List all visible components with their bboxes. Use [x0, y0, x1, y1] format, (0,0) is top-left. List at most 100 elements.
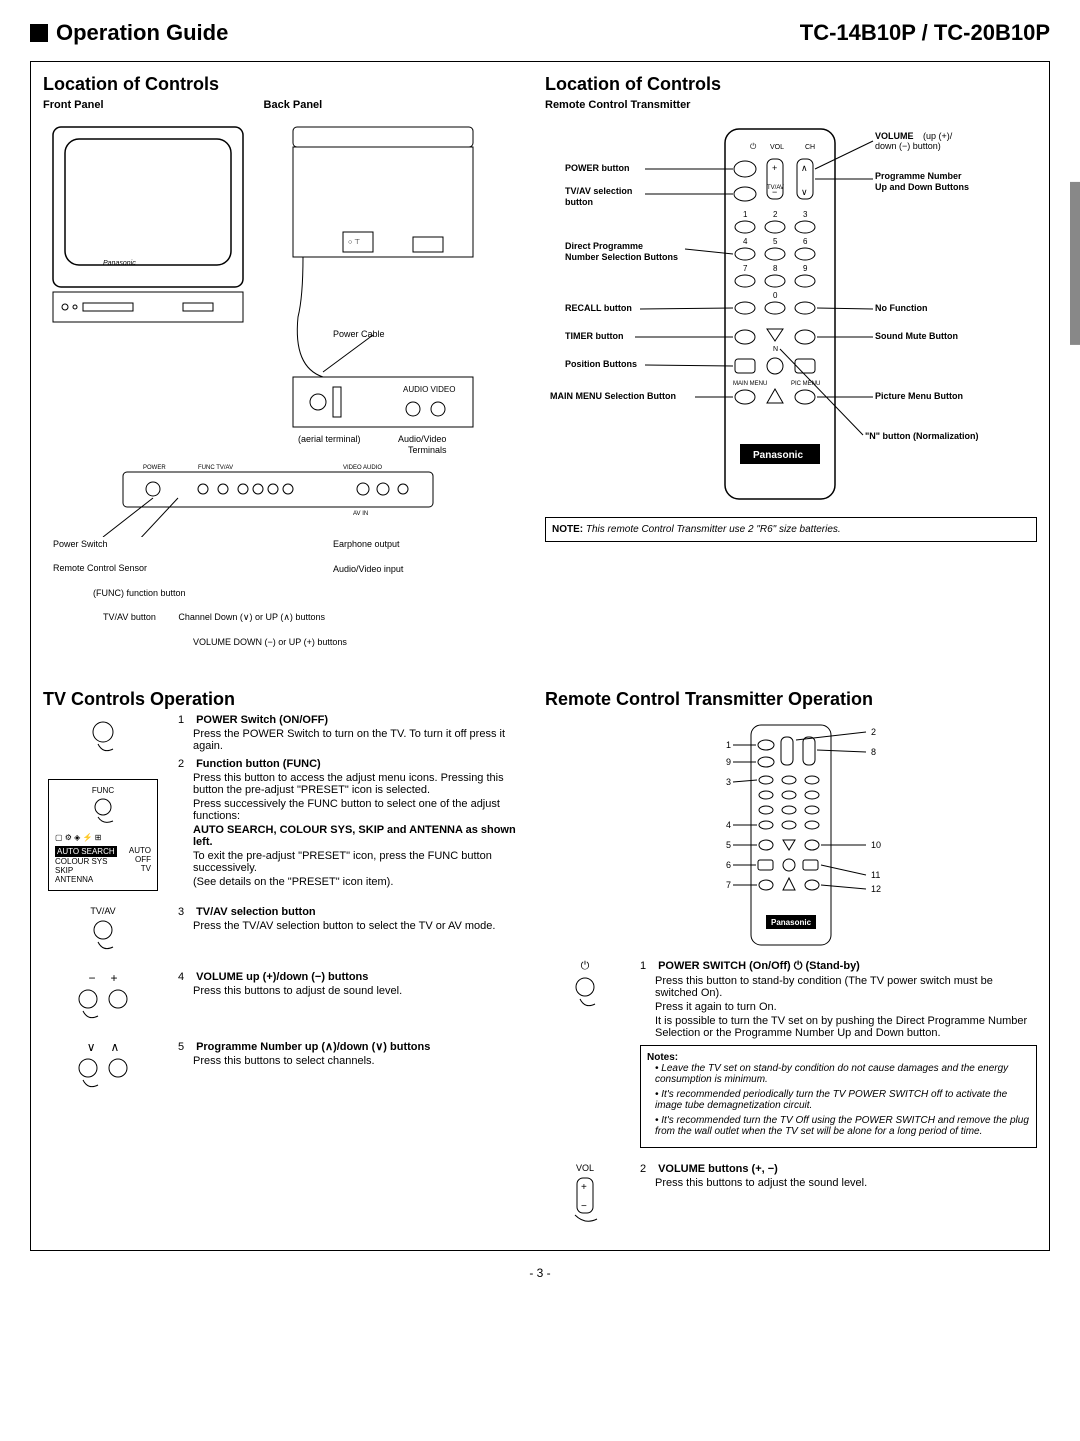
- volume-icon: −+: [43, 971, 163, 1025]
- svg-text:Position Buttons: Position Buttons: [565, 359, 637, 369]
- svg-text:button: button: [565, 197, 593, 207]
- item-body: Press this buttons to select channels.: [178, 1055, 535, 1067]
- svg-text:VOLUME: VOLUME: [875, 131, 914, 141]
- svg-text:No Function: No Function: [875, 303, 928, 313]
- tvav-icon: TV/AV: [43, 906, 163, 956]
- language-tab: ENGLISH: [1070, 182, 1080, 345]
- item-num: 1: [178, 714, 193, 726]
- item-body: Press successively the FUNC button to se…: [178, 798, 535, 822]
- remote-op-section: Remote Control Transmitter Operation: [545, 689, 1037, 1238]
- channel-buttons-label: Channel Down (∨) or UP (∧) buttons: [178, 612, 325, 622]
- svg-text:∧: ∧: [801, 163, 808, 173]
- svg-text:8: 8: [773, 264, 778, 273]
- item-body: To exit the pre-adjust "PRESET" icon, pr…: [178, 850, 535, 874]
- svg-text:4: 4: [743, 237, 748, 246]
- power-icon: FUNC ▢ ⚙ ◈ ⚡ ⊞ AUTO SEARCHCOLOUR SYSSKIP…: [43, 714, 163, 891]
- svg-text:TV/AV selection: TV/AV selection: [565, 186, 632, 196]
- page-title: Operation Guide: [30, 20, 228, 46]
- svg-text:10: 10: [871, 840, 881, 850]
- power-standby-icon: ⏻: [545, 960, 625, 1148]
- svg-text:Picture Menu Button: Picture Menu Button: [875, 391, 963, 401]
- svg-text:POWER button: POWER button: [565, 163, 630, 173]
- item-num: 1: [640, 960, 655, 972]
- location-controls-remote: Location of Controls Remote Control Tran…: [545, 74, 1037, 649]
- power-switch-label: Power Switch: [53, 537, 535, 551]
- remote-note: NOTE: This remote Control Transmitter us…: [545, 517, 1037, 542]
- svg-text:12: 12: [871, 884, 881, 894]
- svg-text:∨: ∨: [801, 187, 808, 197]
- item-body: Press this buttons to adjust de sound le…: [178, 985, 535, 997]
- item-body: Press this button to access the adjust m…: [178, 772, 535, 796]
- svg-text:(up (+)/: (up (+)/: [923, 131, 953, 141]
- svg-text:(aerial terminal): (aerial terminal): [298, 434, 361, 444]
- note-item: • Leave the TV set on stand-by condition…: [655, 1063, 1030, 1085]
- svg-text:11: 11: [871, 870, 880, 880]
- item-heading: Programme Number up (∧)/down (∨) buttons: [196, 1041, 430, 1053]
- svg-text:TV/AV: TV/AV: [767, 185, 784, 191]
- svg-text:+: +: [772, 163, 777, 173]
- item-body: (See details on the "PRESET" icon item).: [178, 876, 535, 888]
- tv-controls-title: TV Controls Operation: [43, 689, 535, 710]
- svg-text:7: 7: [726, 880, 731, 890]
- item-num: 4: [178, 971, 193, 983]
- note-title: NOTE:: [552, 524, 583, 535]
- remote-op-title: Remote Control Transmitter Operation: [545, 689, 1037, 710]
- svg-text:Sound Mute Button: Sound Mute Button: [875, 331, 958, 341]
- svg-text:FUNC TV/AV: FUNC TV/AV: [198, 465, 233, 471]
- section-title: Location of Controls: [43, 74, 535, 95]
- main-frame: ENGLISH Location of Controls Front Panel…: [30, 61, 1050, 1251]
- svg-text:9: 9: [726, 757, 731, 767]
- note-text: This remote Control Transmitter use 2 "R…: [586, 524, 841, 535]
- svg-text:VOL: VOL: [770, 144, 784, 151]
- svg-text:0: 0: [773, 291, 778, 300]
- item-num: 2: [178, 758, 193, 770]
- location-controls-tv: Location of Controls Front Panel Back Pa…: [43, 74, 535, 649]
- svg-text:2: 2: [871, 727, 876, 737]
- item-heading: Function button (FUNC): [196, 758, 321, 770]
- svg-text:down (−) button): down (−) button): [875, 141, 941, 151]
- svg-text:Panasonic: Panasonic: [771, 918, 812, 927]
- item-num: 3: [178, 906, 193, 918]
- svg-text:AUDIO VIDEO: AUDIO VIDEO: [403, 385, 455, 394]
- svg-text:7: 7: [743, 264, 748, 273]
- svg-text:Panasonic: Panasonic: [753, 450, 803, 461]
- svg-text:8: 8: [871, 747, 876, 757]
- svg-text:TIMER button: TIMER button: [565, 331, 623, 341]
- svg-text:6: 6: [803, 237, 808, 246]
- svg-text:Direct Programme: Direct Programme: [565, 241, 643, 251]
- tvav-label: TV/AV button: [103, 612, 156, 622]
- svg-text:1: 1: [743, 210, 748, 219]
- svg-text:3: 3: [726, 777, 731, 787]
- svg-text:3: 3: [803, 210, 808, 219]
- svg-text:Up and Down Buttons: Up and Down Buttons: [875, 182, 969, 192]
- svg-text:+: +: [581, 1182, 587, 1193]
- svg-text:"N" button (Normalization): "N" button (Normalization): [865, 431, 979, 441]
- tv-controls-section: TV Controls Operation FUNC ▢ ⚙ ◈ ⚡ ⊞ AUT…: [43, 689, 535, 1238]
- svg-text:Number Selection Buttons: Number Selection Buttons: [565, 252, 678, 262]
- svg-text:⏻: ⏻: [750, 142, 757, 151]
- svg-text:MAIN MENU: MAIN MENU: [733, 381, 767, 387]
- tv-diagram: Panasonic ○ ⊤ Power Cable: [43, 117, 535, 649]
- earphone-label: Earphone output: [333, 537, 400, 551]
- item-body: Press it again to turn On.: [640, 1001, 1037, 1013]
- remote-subtitle: Remote Control Transmitter: [545, 99, 1037, 111]
- item-heading: POWER SWITCH (On/Off) ⏻ (Stand-by): [658, 960, 860, 972]
- front-panel-label: Front Panel: [43, 99, 104, 111]
- svg-text:Power Cable: Power Cable: [333, 329, 385, 339]
- remote-sensor-label: Remote Control Sensor: [53, 561, 535, 575]
- av-input-label: Audio/Video input: [333, 562, 403, 576]
- svg-text:2: 2: [773, 210, 778, 219]
- func-button-label: (FUNC) function button: [93, 586, 535, 600]
- note-item: • It's recommended periodically turn the…: [655, 1089, 1030, 1111]
- prog-icon: ∨∧: [43, 1040, 163, 1094]
- item-heading: POWER Switch (ON/OFF): [196, 714, 328, 726]
- svg-text:AV IN: AV IN: [353, 511, 368, 517]
- preset-box: FUNC ▢ ⚙ ◈ ⚡ ⊞ AUTO SEARCHCOLOUR SYSSKIP…: [48, 779, 158, 891]
- svg-text:VIDEO AUDIO: VIDEO AUDIO: [343, 465, 382, 471]
- item-num: 5: [178, 1041, 193, 1053]
- note-item: • It's recommended turn the TV Off using…: [655, 1115, 1030, 1137]
- item-body: It is possible to turn the TV set on by …: [640, 1015, 1037, 1039]
- notes-box: Notes: • Leave the TV set on stand-by co…: [640, 1045, 1037, 1148]
- svg-text:Audio/Video: Audio/Video: [398, 434, 446, 444]
- svg-text:N: N: [773, 346, 778, 353]
